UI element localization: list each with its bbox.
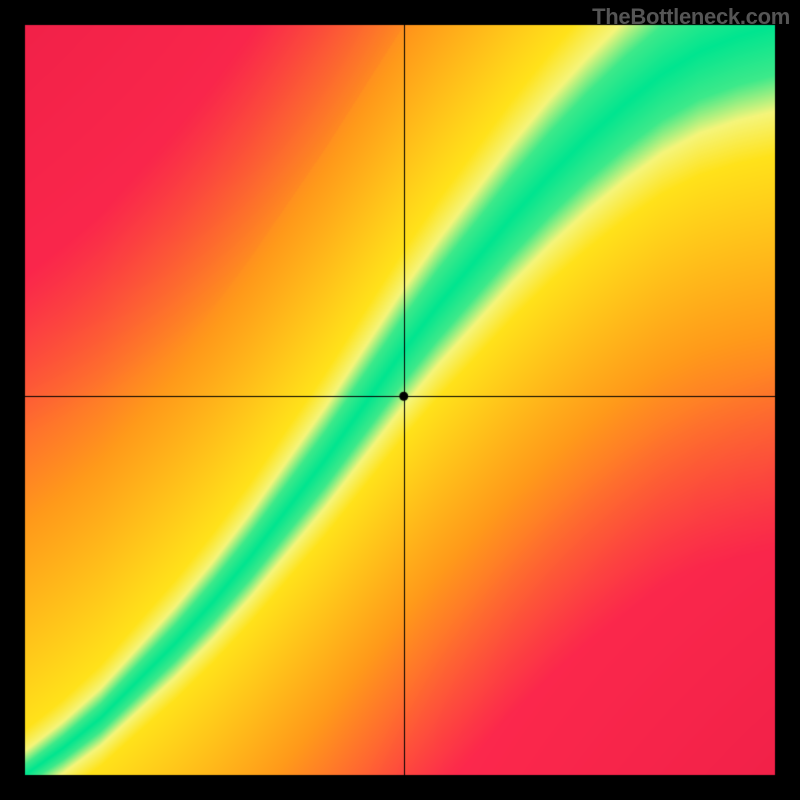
watermark-text: TheBottleneck.com [592,4,790,30]
heatmap-canvas [0,0,800,800]
